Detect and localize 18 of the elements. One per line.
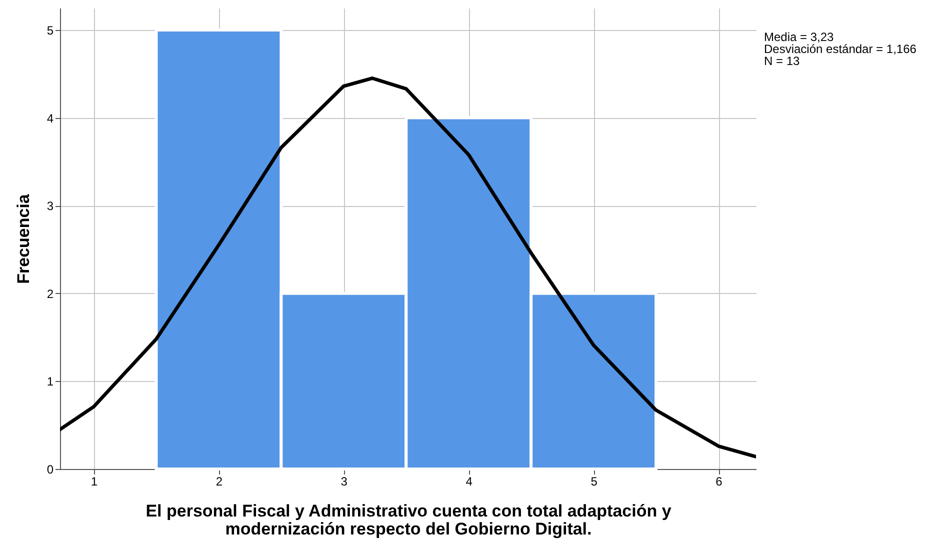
line-series [60, 76, 756, 458]
y-tick-label: 3 [46, 199, 54, 214]
y-tick-label: 4 [46, 111, 54, 126]
text: Desviación estándar = 1,166 [764, 42, 916, 56]
x-tick-label: 1 [90, 474, 98, 488]
x-tick-label: 2 [216, 474, 223, 488]
text: Media = 3,23 [764, 30, 835, 44]
x-tick-label: 3 [340, 474, 348, 488]
y-tick-label: 2 [46, 286, 54, 301]
x-tick-label: 4 [466, 474, 473, 488]
text: N = 13 [764, 54, 801, 68]
y-axis-title: Frecuencia [14, 194, 33, 284]
x-tick-label: 6 [716, 474, 723, 488]
x-tick-label: 5 [590, 474, 598, 488]
y-tick-label: 0 [46, 462, 54, 476]
y-tick-label: 1 [46, 374, 54, 389]
y-tick-label: 5 [46, 23, 54, 38]
x-axis-title: El personal Fiscal y Administrativo cuenta con total adaptación y modernización respecto del Gobierno Digital. [146, 502, 672, 538]
